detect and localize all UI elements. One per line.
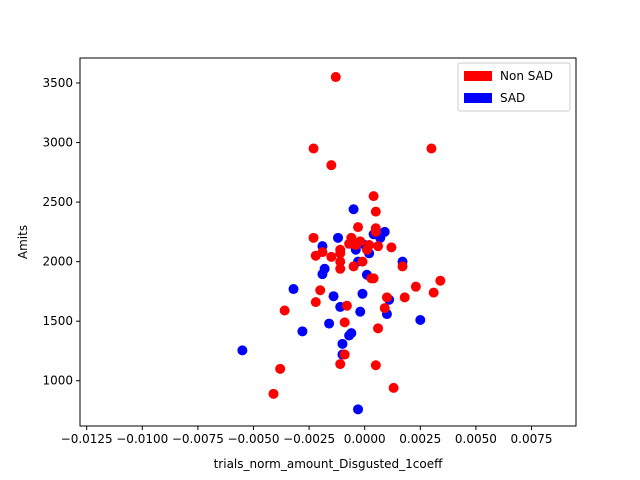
data-point <box>370 226 381 237</box>
data-point <box>353 222 364 233</box>
data-point <box>319 263 330 274</box>
x-tick-label: 0.0025 <box>399 432 441 446</box>
y-tick-label: 3500 <box>42 76 73 90</box>
x-tick-label: −0.0100 <box>116 432 168 446</box>
data-point <box>399 292 410 303</box>
legend-label: SAD <box>500 91 525 105</box>
points-layer <box>237 72 446 415</box>
data-point <box>326 160 337 171</box>
data-point <box>373 241 384 252</box>
data-point <box>330 72 341 83</box>
legend: Non SAD SAD <box>457 62 571 112</box>
data-point <box>357 256 368 267</box>
data-point <box>368 273 379 284</box>
data-point <box>357 288 368 299</box>
series-non-sad <box>268 72 446 399</box>
data-point <box>373 323 384 334</box>
x-tick-label: 0.0075 <box>511 432 553 446</box>
legend-swatch <box>464 93 492 103</box>
x-tick-label: −0.0050 <box>227 432 279 446</box>
x-tick-label: −0.0075 <box>172 432 224 446</box>
data-point <box>379 303 390 314</box>
data-point <box>308 143 319 154</box>
data-point <box>339 317 350 328</box>
data-point <box>355 306 366 317</box>
data-point <box>326 251 337 262</box>
data-point <box>275 363 286 374</box>
data-point <box>353 404 364 415</box>
data-point <box>310 297 321 308</box>
data-point <box>410 281 421 292</box>
data-point <box>335 256 346 267</box>
x-tick-label: 0.0050 <box>455 432 497 446</box>
y-tick-label: 2000 <box>42 255 73 269</box>
data-point <box>397 261 408 272</box>
data-point <box>328 291 339 302</box>
data-point <box>428 287 439 298</box>
data-point <box>288 284 299 295</box>
data-point <box>364 239 375 250</box>
data-point <box>415 315 426 326</box>
data-point <box>324 318 335 329</box>
data-point <box>370 206 381 217</box>
data-point <box>426 143 437 154</box>
data-point <box>333 232 344 243</box>
data-point <box>368 191 379 202</box>
data-point <box>339 349 350 360</box>
data-point <box>386 242 397 253</box>
data-point <box>388 382 399 393</box>
data-point <box>335 359 346 370</box>
x-tick-label: 0.0000 <box>344 432 386 446</box>
data-point <box>317 247 328 258</box>
y-axis-label: Amits <box>16 225 30 259</box>
legend-label: Non SAD <box>500 69 553 83</box>
data-point <box>379 226 390 237</box>
y-tick-label: 3000 <box>42 136 73 150</box>
legend-swatch <box>464 71 492 81</box>
data-point <box>337 338 348 349</box>
data-point <box>279 305 290 316</box>
data-point <box>355 236 366 247</box>
data-point <box>297 326 308 337</box>
x-tick-label: −0.0125 <box>61 432 113 446</box>
data-point <box>341 300 352 311</box>
x-tick-label: −0.0025 <box>283 432 335 446</box>
data-point <box>346 328 357 339</box>
y-tick-label: 1500 <box>42 314 73 328</box>
y-tick-label: 1000 <box>42 374 73 388</box>
y-axis-ticks: 1000 1500 2000 2500 3000 3500 <box>42 76 80 388</box>
data-point <box>348 261 359 272</box>
data-point <box>435 275 446 286</box>
data-point <box>381 292 392 303</box>
data-point <box>308 232 319 243</box>
y-tick-label: 2500 <box>42 195 73 209</box>
data-point <box>346 232 357 243</box>
data-point <box>268 388 279 399</box>
plot-frame <box>79 57 577 427</box>
data-point <box>348 204 359 215</box>
data-point <box>370 360 381 371</box>
x-axis-label: trials_norm_amount_Disgusted_1coeff <box>214 457 444 471</box>
data-point <box>335 263 346 274</box>
x-axis-ticks: −0.0125 −0.0100 −0.0075 −0.0050 −0.0025 0.000… <box>61 426 553 446</box>
data-point <box>237 345 248 356</box>
data-point <box>315 285 326 296</box>
data-point <box>335 244 346 255</box>
